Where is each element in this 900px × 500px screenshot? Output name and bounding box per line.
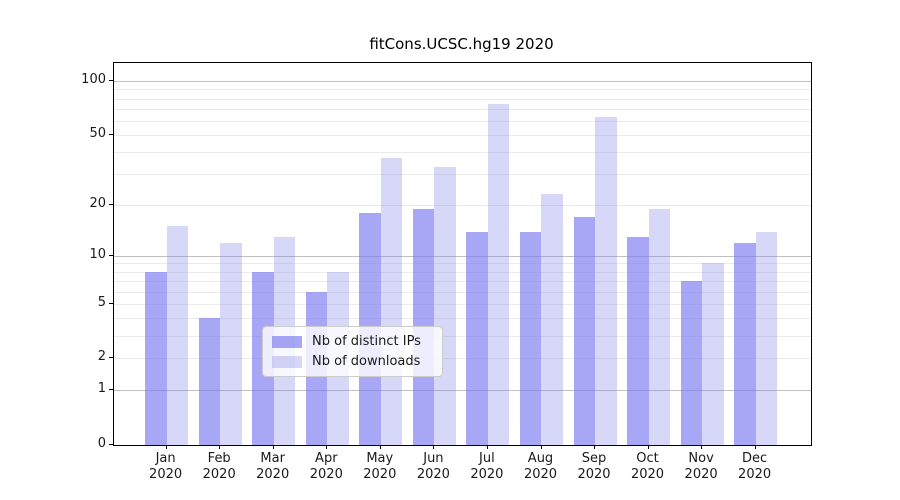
y-tick-label: 20 [89, 195, 106, 211]
x-tick-label: Jun 2020 [416, 451, 450, 482]
x-tick-mark [594, 445, 595, 449]
y-tick-label: 10 [89, 246, 106, 262]
gridline-minor [114, 204, 811, 206]
y-tick-mark [109, 133, 113, 135]
gridline-minor [114, 120, 811, 122]
x-tick-mark [272, 445, 274, 449]
bar-downloads [541, 194, 563, 445]
y-tick-mark [109, 80, 113, 82]
x-tick-label: Sep 2020 [577, 451, 611, 482]
gridline-minor [114, 271, 811, 273]
x-tick-label: Aug 2020 [523, 451, 558, 482]
x-tick-mark [647, 445, 649, 449]
x-tick-mark [165, 445, 167, 449]
bar-distinct-ips [145, 271, 167, 445]
gridline-minor [114, 89, 811, 91]
x-tick-label: Apr 2020 [309, 451, 343, 482]
bar-downloads [487, 103, 510, 445]
gridline-minor [114, 152, 811, 154]
y-tick-label: 5 [97, 294, 106, 310]
x-tick-label: Mar 2020 [256, 451, 290, 482]
gridline-minor [114, 108, 811, 110]
gridline-major [114, 255, 811, 257]
x-tick-label: Oct 2020 [630, 451, 665, 482]
x-tick-mark [219, 445, 221, 449]
x-tick-label: Jan 2020 [149, 451, 183, 482]
legend: Nb of distinct IPs Nb of downloads [262, 326, 443, 377]
x-tick-label: Feb 2020 [202, 451, 236, 482]
bar-downloads [755, 231, 778, 445]
bar-downloads [166, 226, 189, 445]
gridline-major [114, 81, 811, 83]
gridline-minor [114, 134, 811, 136]
bar-distinct-ips [734, 242, 756, 445]
y-tick-label: 0 [97, 436, 106, 451]
gridline-minor [114, 291, 811, 293]
y-tick-mark [109, 389, 113, 391]
chart-title: fitCons.UCSC.hg19 2020 [369, 35, 554, 53]
bar-distinct-ips [198, 318, 221, 445]
gridline-minor [114, 335, 811, 337]
y-tick-label: 1 [97, 381, 106, 397]
x-tick-mark [433, 445, 435, 449]
y-tick-label: 100 [81, 72, 106, 88]
bar-downloads [595, 117, 617, 445]
x-tick-label: Jul 2020 [470, 451, 504, 482]
legend-label-downloads: Nb of downloads [312, 354, 421, 369]
gridline-minor [114, 174, 811, 176]
y-tick-label: 2 [97, 349, 106, 365]
legend-swatch-distinct-ips [272, 335, 302, 348]
y-tick-mark [109, 357, 113, 359]
gridline-minor [114, 263, 811, 265]
y-tick-mark [109, 444, 113, 445]
gridline-major [114, 390, 811, 392]
x-tick-mark [540, 445, 542, 449]
x-tick-mark [701, 445, 703, 449]
y-tick-mark [109, 203, 113, 205]
x-tick-mark [379, 445, 381, 449]
bar-distinct-ips [466, 231, 488, 445]
y-tick-mark [109, 302, 113, 304]
x-tick-mark [754, 445, 756, 449]
bar-downloads [434, 166, 456, 445]
legend-swatch-downloads [272, 355, 302, 368]
bar-downloads [702, 263, 724, 445]
bar-distinct-ips [573, 217, 595, 445]
bar-downloads [220, 242, 242, 445]
bar-downloads [648, 208, 670, 445]
x-tick-mark [326, 445, 328, 449]
gridline-minor [114, 98, 811, 100]
x-tick-label: Dec 2020 [738, 451, 772, 482]
legend-item-downloads: Nb of downloads [272, 354, 433, 369]
bar-downloads [380, 158, 403, 445]
gridline-minor [114, 318, 811, 320]
bar-distinct-ips [519, 231, 542, 445]
plot-area [113, 62, 812, 446]
gridline-minor [114, 358, 811, 360]
legend-label-distinct-ips: Nb of distinct IPs [312, 334, 421, 349]
x-tick-label: May 2020 [363, 451, 397, 482]
x-tick-label: Nov 2020 [684, 451, 718, 482]
bar-distinct-ips [627, 236, 649, 445]
gridline-minor [114, 303, 811, 305]
x-tick-mark [486, 445, 488, 449]
y-tick-label: 50 [89, 125, 106, 141]
legend-item-distinct-ips: Nb of distinct IPs [272, 334, 433, 349]
y-tick-mark [109, 254, 113, 256]
bar-distinct-ips [680, 281, 703, 445]
gridline-minor [114, 281, 811, 282]
